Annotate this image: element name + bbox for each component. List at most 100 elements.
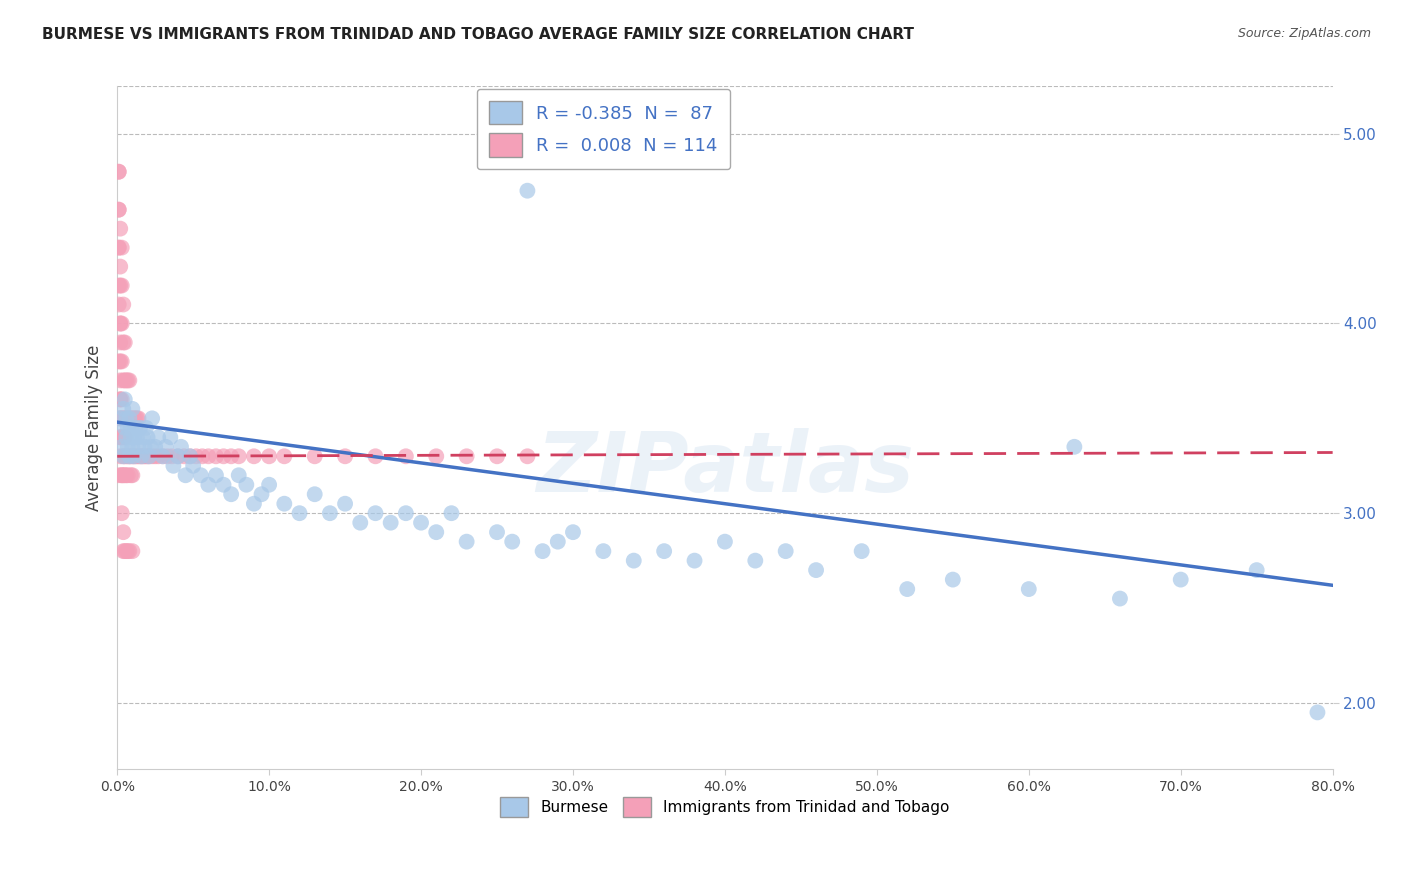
Point: [112, 335, 135, 350]
Point: [111, 411, 134, 425]
Point: [139, 440, 162, 454]
Point: [110, 392, 132, 407]
Point: [110, 221, 132, 235]
Point: [181, 458, 204, 473]
Point: [186, 450, 208, 464]
Point: [107, 354, 129, 368]
Point: [531, 544, 554, 558]
Point: [118, 450, 141, 464]
Point: [112, 468, 135, 483]
Point: [120, 430, 142, 444]
Point: [107, 468, 129, 483]
Point: [623, 554, 645, 568]
Point: [117, 411, 139, 425]
Point: [118, 411, 141, 425]
Point: [112, 411, 135, 425]
Point: [127, 411, 149, 425]
Point: [562, 525, 585, 540]
Point: [333, 450, 356, 464]
Point: [122, 411, 145, 425]
Point: [118, 544, 141, 558]
Point: [111, 354, 134, 368]
Point: [516, 184, 538, 198]
Point: [117, 440, 139, 454]
Point: [257, 450, 280, 464]
Point: [107, 202, 129, 217]
Point: [124, 411, 146, 425]
Point: [112, 401, 135, 416]
Point: [118, 373, 141, 387]
Point: [111, 506, 134, 520]
Point: [775, 544, 797, 558]
Point: [110, 317, 132, 331]
Point: [683, 554, 706, 568]
Point: [121, 440, 143, 454]
Point: [167, 450, 190, 464]
Point: [243, 450, 266, 464]
Point: [143, 440, 166, 454]
Point: [115, 411, 138, 425]
Point: [592, 544, 614, 558]
Point: [516, 450, 538, 464]
Point: [132, 430, 155, 444]
Point: [115, 373, 138, 387]
Point: [250, 487, 273, 501]
Point: [219, 450, 242, 464]
Point: [112, 430, 135, 444]
Point: [191, 450, 214, 464]
Point: [273, 497, 295, 511]
Point: [160, 450, 183, 464]
Point: [121, 450, 143, 464]
Point: [395, 506, 418, 520]
Point: [122, 430, 145, 444]
Point: [319, 506, 342, 520]
Point: [111, 468, 134, 483]
Point: [138, 450, 160, 464]
Point: [456, 534, 478, 549]
Point: [1306, 706, 1329, 720]
Point: [333, 497, 356, 511]
Point: [117, 450, 139, 464]
Point: [122, 450, 145, 464]
Point: [219, 487, 242, 501]
Point: [155, 440, 177, 454]
Point: [440, 506, 463, 520]
Point: [179, 450, 201, 464]
Point: [114, 335, 136, 350]
Point: [124, 421, 146, 435]
Point: [134, 440, 156, 454]
Point: [132, 450, 155, 464]
Point: [111, 392, 134, 407]
Point: [111, 317, 134, 331]
Point: [114, 373, 136, 387]
Point: [115, 430, 138, 444]
Point: [127, 440, 149, 454]
Point: [159, 430, 181, 444]
Point: [110, 278, 132, 293]
Point: [395, 450, 418, 464]
Point: [129, 421, 152, 435]
Point: [1018, 582, 1040, 596]
Point: [425, 525, 447, 540]
Point: [120, 468, 142, 483]
Point: [111, 440, 134, 454]
Point: [115, 450, 138, 464]
Text: Source: ZipAtlas.com: Source: ZipAtlas.com: [1237, 27, 1371, 40]
Point: [804, 563, 827, 577]
Point: [120, 411, 142, 425]
Point: [114, 392, 136, 407]
Point: [152, 450, 174, 464]
Text: ZIPatlas: ZIPatlas: [536, 428, 914, 509]
Point: [173, 450, 195, 464]
Point: [228, 468, 250, 483]
Point: [134, 450, 156, 464]
Point: [110, 430, 132, 444]
Point: [179, 450, 201, 464]
Point: [501, 534, 523, 549]
Point: [112, 373, 135, 387]
Point: [114, 430, 136, 444]
Point: [111, 278, 134, 293]
Point: [212, 450, 235, 464]
Point: [485, 525, 508, 540]
Point: [121, 468, 143, 483]
